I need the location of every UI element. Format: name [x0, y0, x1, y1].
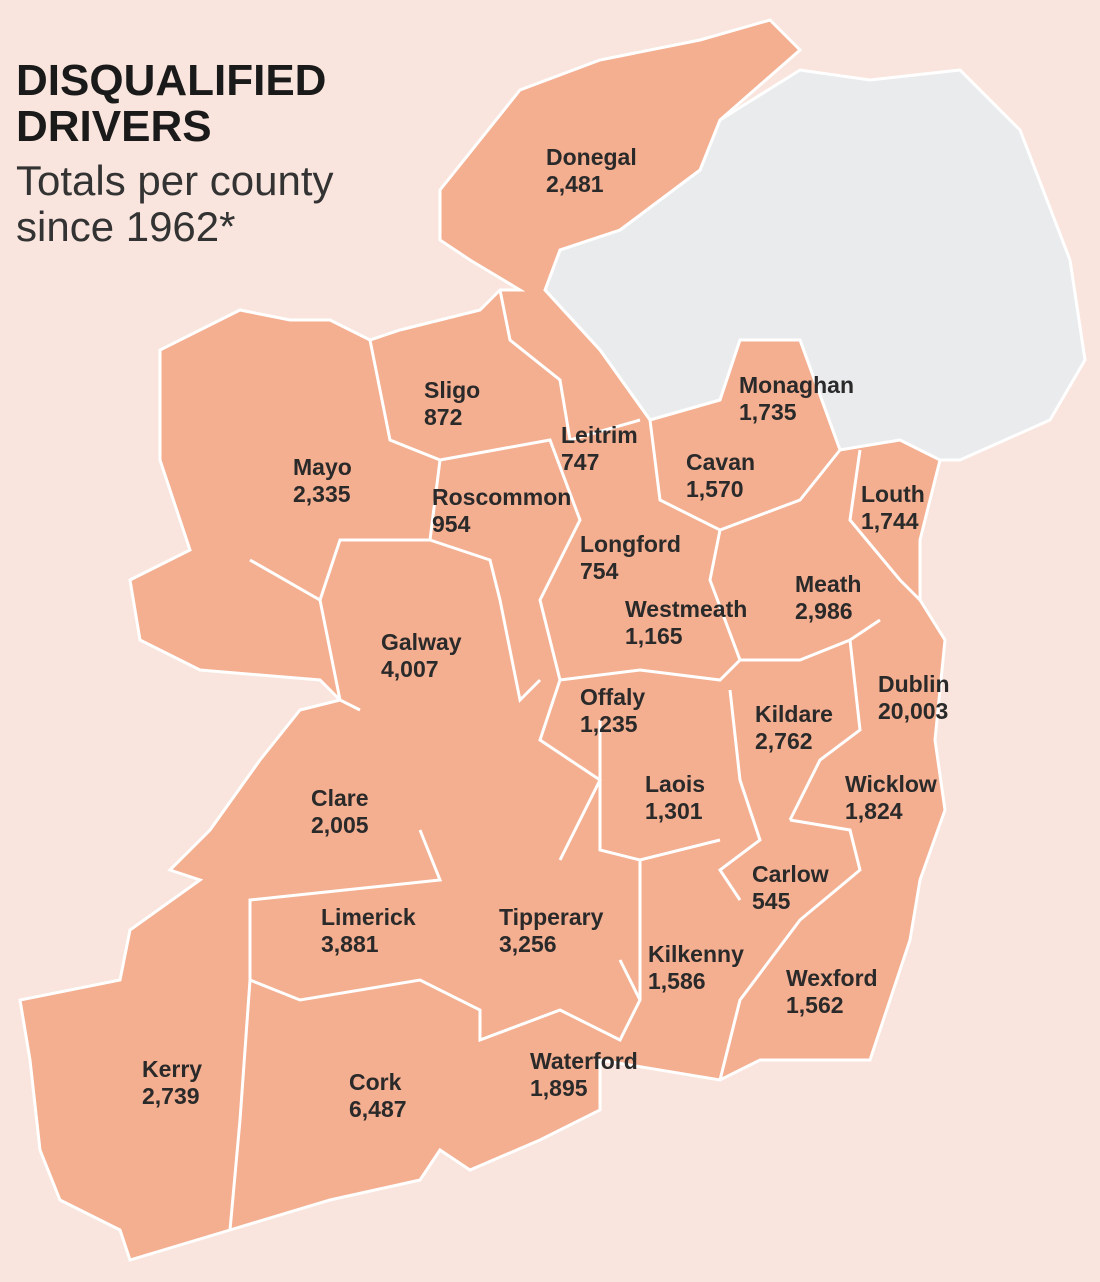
county-borders [228, 289, 922, 1231]
county-name: Sligo [424, 377, 480, 403]
county-total: 872 [424, 404, 462, 430]
county-total: 2,335 [293, 481, 351, 507]
title: DISQUALIFIED DRIVERS [16, 56, 327, 151]
county-name: Cork [349, 1069, 402, 1095]
county-name: Westmeath [625, 596, 747, 622]
county-total: 1,744 [861, 508, 919, 534]
county-total: 1,235 [580, 711, 638, 737]
county-name: Donegal [546, 144, 637, 170]
county-name: Waterford [530, 1048, 638, 1074]
county-total: 2,762 [755, 728, 813, 754]
county-total: 754 [580, 558, 619, 584]
county-total: 1,735 [739, 399, 797, 425]
county-name: Kildare [755, 701, 833, 727]
county-total: 545 [752, 888, 791, 914]
county-name: Kerry [142, 1056, 202, 1082]
county-name: Laois [645, 771, 705, 797]
county-name: Louth [861, 481, 925, 507]
county-total: 20,003 [878, 698, 948, 724]
county-name: Galway [381, 629, 462, 655]
county-total: 954 [432, 511, 471, 537]
county-total: 1,570 [686, 476, 744, 502]
county-total: 747 [561, 449, 599, 475]
county-name: Monaghan [739, 372, 854, 398]
county-total: 3,881 [321, 931, 379, 957]
county-name: Mayo [293, 454, 352, 480]
county-total: 2,986 [795, 598, 853, 624]
county-name: Tipperary [499, 904, 604, 930]
county-total: 3,256 [499, 931, 557, 957]
county-name: Carlow [752, 861, 829, 887]
subtitle: Totals per county since 1962* [16, 157, 334, 250]
county-total: 1,895 [530, 1075, 588, 1101]
county-name: Meath [795, 571, 861, 597]
county-name: Kilkenny [648, 941, 744, 967]
county-total: 2,005 [311, 812, 369, 838]
county-total: 1,824 [845, 798, 903, 824]
county-name: Dublin [878, 671, 950, 697]
county-name: Limerick [321, 904, 416, 930]
county-name: Offaly [580, 684, 645, 710]
county-name: Longford [580, 531, 681, 557]
county-name: Wexford [786, 965, 878, 991]
county-name: Clare [311, 785, 369, 811]
county-name: Wicklow [845, 771, 937, 797]
county-name: Cavan [686, 449, 755, 475]
county-total: 2,481 [546, 171, 604, 197]
county-name: Leitrim [561, 422, 638, 448]
county-name: Roscommon [432, 484, 571, 510]
county-total: 1,301 [645, 798, 703, 824]
county-total: 1,586 [648, 968, 706, 994]
county-total: 4,007 [381, 656, 439, 682]
county-total: 6,487 [349, 1096, 407, 1122]
county-total: 1,562 [786, 992, 844, 1018]
county-total: 2,739 [142, 1083, 200, 1109]
county-total: 1,165 [625, 623, 683, 649]
